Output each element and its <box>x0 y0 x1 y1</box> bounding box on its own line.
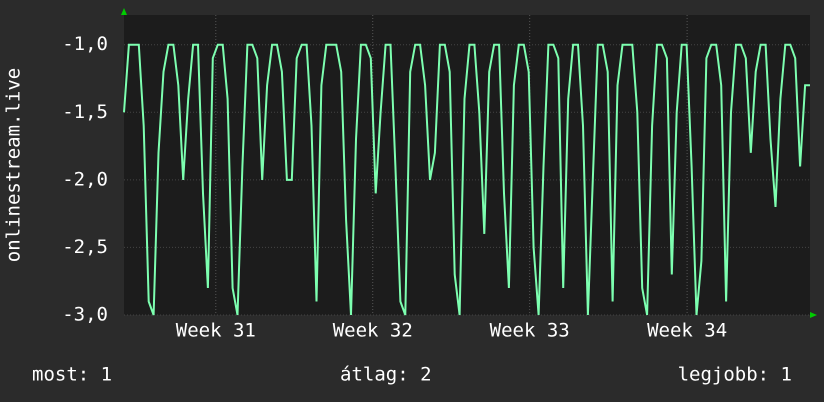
x-tick-label: Week 31 <box>176 320 256 342</box>
y-tick-label: -3,0 <box>62 304 108 326</box>
y-tick-label: -1,5 <box>62 101 108 123</box>
y-tick-label: -2,5 <box>62 236 108 258</box>
footer-average: átlag: 2 <box>340 364 432 386</box>
y-tick-label: -2,0 <box>62 168 108 190</box>
series-line <box>123 43 810 316</box>
x-tick-label: Week 33 <box>490 320 570 342</box>
x-tick-label: Week 32 <box>333 320 413 342</box>
y-axis-label: onlinestream.live <box>3 68 25 262</box>
x-tick-label: Week 34 <box>647 320 727 342</box>
footer-current: most: 1 <box>32 364 112 386</box>
footer-best: legjobb: 1 <box>678 364 792 386</box>
y-tick-label: -1,0 <box>62 33 108 55</box>
axis-arrow <box>810 312 817 318</box>
axis-arrow <box>121 8 127 15</box>
